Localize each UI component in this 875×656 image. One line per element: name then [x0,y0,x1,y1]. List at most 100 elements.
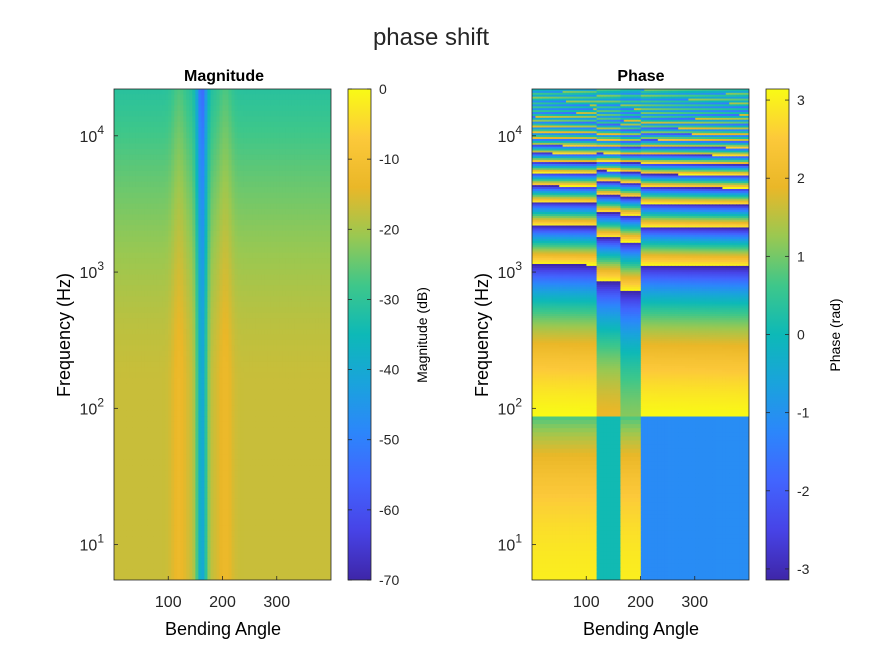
magnitude-cell [201,132,206,139]
magnitude-cell [174,323,178,330]
magnitude-cell [282,356,287,363]
magnitude-cell [255,378,260,385]
magnitude-cell [135,405,139,412]
magnitude-cell [273,427,278,434]
magnitude-cell [204,203,209,210]
magnitude-cell [291,405,296,412]
magnitude-cell [117,285,121,292]
magnitude-cell [204,383,209,390]
magnitude-cell [318,110,323,117]
magnitude-cell [165,187,169,194]
magnitude-cell [273,405,278,412]
magnitude-cell [300,389,305,396]
magnitude-cell [315,149,320,156]
magnitude-cell [180,127,184,134]
magnitude-cell [261,356,266,363]
magnitude-cell [276,421,281,428]
magnitude-cell [267,345,272,352]
magnitude-cell [153,99,157,106]
magnitude-cell [150,94,154,101]
magnitude-cell [231,192,236,199]
magnitude-cell [207,170,212,177]
magnitude-cell [165,159,169,166]
magnitude-cell [189,236,193,243]
magnitude-cell [219,334,224,341]
magnitude-cell [195,241,199,248]
magnitude-cell [294,383,299,390]
magnitude-cell [270,459,275,467]
magnitude-cell [159,247,163,254]
magnitude-cell [198,269,203,276]
magnitude-cell [267,219,272,226]
magnitude-cell [249,94,254,101]
magnitude-cell [282,143,287,150]
magnitude-cell [225,241,230,248]
magnitude-cell [264,219,269,226]
magnitude-cell [249,219,254,226]
magnitude-cell [177,339,181,347]
magnitude-cell [132,209,136,216]
magnitude-cell [222,192,227,199]
magnitude-cell [177,274,181,281]
magnitude-cell [135,181,139,188]
magnitude-cell [306,219,311,226]
magnitude-cell [258,187,263,194]
magnitude-cell [261,247,266,254]
magnitude-cell [321,192,326,199]
magnitude-cell [147,274,151,281]
magnitude-cell [291,350,296,357]
magnitude-cell [267,432,272,439]
magnitude-cell [321,356,326,363]
magnitude-cell [210,399,215,407]
magnitude-cell [315,334,320,341]
magnitude-cell [321,241,326,248]
magnitude-cell [288,329,293,336]
magnitude-cell [204,143,209,150]
magnitude-cell [315,241,320,248]
magnitude-cell [309,339,314,347]
magnitude-cell [249,329,254,336]
magnitude-cell [300,312,305,319]
magnitude-cell [126,192,130,199]
magnitude-cell [138,209,142,216]
magnitude-cell [249,427,254,434]
magnitude-cell [309,154,314,161]
magnitude-cell [321,258,326,265]
magnitude-cell [177,329,181,336]
magnitude-cell [138,203,142,210]
magnitude-cell [306,350,311,357]
magnitude-cell [261,443,266,450]
magnitude-cell [258,127,263,134]
magnitude-cell [324,307,329,314]
magnitude-cell [141,459,145,467]
magnitude-cell [240,438,245,445]
magnitude-cell [165,219,169,226]
magnitude-cell [312,285,317,292]
magnitude-cell [117,345,121,352]
magnitude-cell [237,143,242,150]
magnitude-cell [327,138,331,145]
magnitude-cell [171,225,175,232]
magnitude-cell [225,269,230,276]
magnitude-cell [270,159,275,166]
magnitude-cell [237,132,242,139]
magnitude-cell [147,247,151,254]
magnitude-cell [153,258,157,265]
magnitude-cell [120,89,124,96]
magnitude-cell [264,149,269,156]
magnitude-cell [171,198,175,205]
magnitude-cell [306,209,311,216]
magnitude-cell [207,307,212,314]
magnitude-cell [156,263,160,270]
magnitude-cell [240,449,245,456]
magnitude-cell [177,230,181,237]
magnitude-cell [183,121,187,128]
magnitude-cell [135,285,139,292]
magnitude-cell [300,116,305,123]
magnitude-cell [156,269,160,276]
magnitude-cell [123,105,127,112]
magnitude-cell [123,383,127,390]
magnitude-cell [171,312,175,319]
magnitude-cell [147,389,151,396]
magnitude-cell [162,110,166,117]
